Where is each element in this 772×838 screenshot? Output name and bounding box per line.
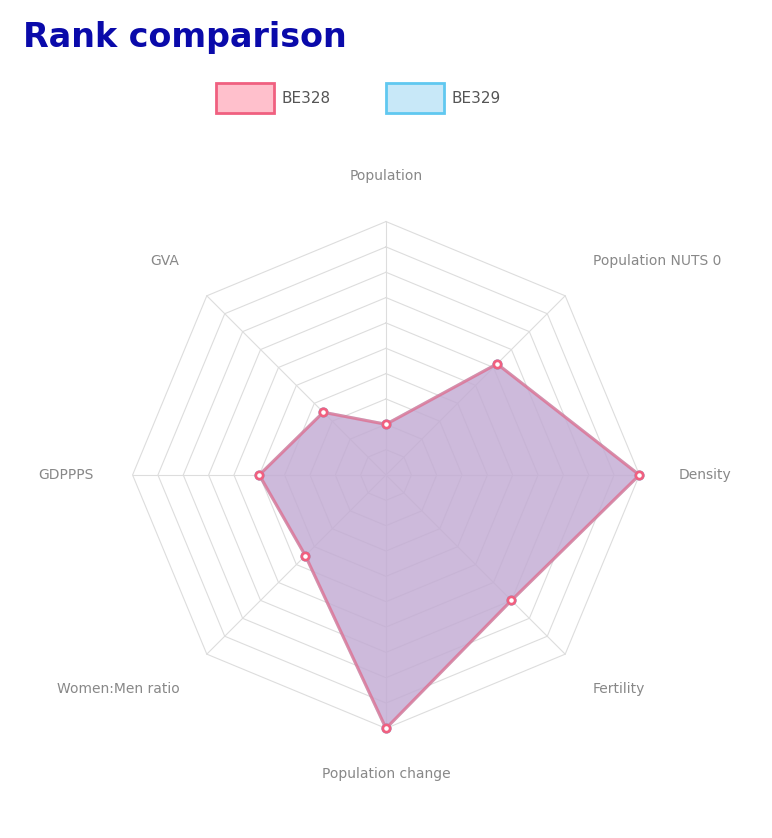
Point — [505, 593, 517, 607]
Point — [300, 549, 312, 562]
Text: Population change: Population change — [322, 767, 450, 781]
Text: Women:Men ratio: Women:Men ratio — [56, 681, 179, 696]
Polygon shape — [259, 364, 639, 728]
Polygon shape — [259, 364, 639, 728]
Point — [317, 406, 330, 419]
Point — [300, 549, 312, 562]
Bar — [386, 83, 444, 113]
Text: BE329: BE329 — [452, 91, 501, 106]
Text: GVA: GVA — [151, 255, 179, 268]
Text: Rank comparison: Rank comparison — [23, 21, 347, 54]
Text: Population NUTS 0: Population NUTS 0 — [593, 255, 721, 268]
Text: Population: Population — [350, 168, 422, 183]
Text: GDPPPS: GDPPPS — [39, 468, 94, 482]
Text: BE328: BE328 — [282, 91, 331, 106]
Point — [253, 468, 266, 482]
Point — [380, 417, 392, 431]
Point — [317, 406, 330, 419]
Point — [491, 357, 503, 370]
Point — [633, 468, 645, 482]
Point — [505, 593, 517, 607]
Point — [491, 357, 503, 370]
Text: Density: Density — [678, 468, 731, 482]
Bar — [216, 83, 274, 113]
Point — [253, 468, 266, 482]
Point — [380, 417, 392, 431]
Point — [633, 468, 645, 482]
Text: Fertility: Fertility — [593, 681, 645, 696]
Point — [380, 722, 392, 735]
Point — [380, 722, 392, 735]
